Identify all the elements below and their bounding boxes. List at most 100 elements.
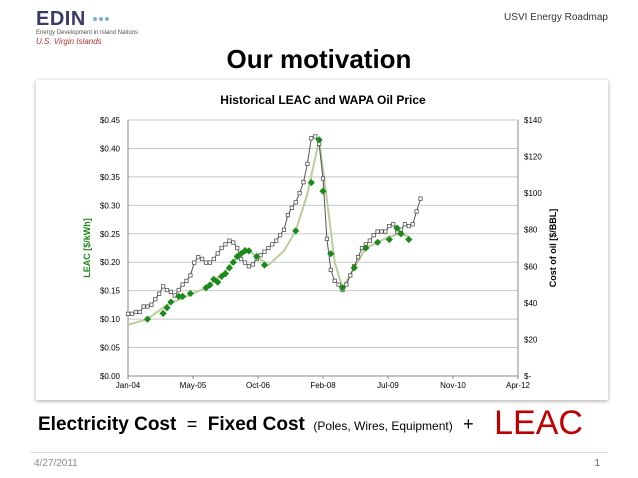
page-number: 1 xyxy=(594,458,600,469)
x-tick-label: Feb-08 xyxy=(310,381,336,390)
oil-price-point xyxy=(301,180,306,185)
oil-price-point xyxy=(320,176,326,181)
oil-price-point xyxy=(125,311,131,316)
y-tick-label: $0.05 xyxy=(100,344,121,353)
oil-price-point xyxy=(153,297,158,302)
formula-leac: LEAC xyxy=(494,404,583,442)
chart: Historical LEAC and WAPA Oil Price $0.00 $… xyxy=(82,93,558,390)
leac-point xyxy=(206,281,214,289)
leac-point xyxy=(241,247,249,255)
leac-point xyxy=(319,187,327,195)
leac-point xyxy=(292,227,300,235)
oil-price-point xyxy=(196,255,201,260)
oil-price-point xyxy=(149,302,154,307)
oil-price-point xyxy=(375,229,380,234)
leac-point xyxy=(385,235,393,244)
oil-price-point xyxy=(289,205,294,210)
leac-point xyxy=(405,235,413,244)
footer-divider xyxy=(30,452,608,453)
leac-point xyxy=(393,224,401,232)
oil-price-point xyxy=(211,256,216,262)
y-tick-label: $0.10 xyxy=(100,315,121,324)
oil-price-point xyxy=(164,287,170,293)
oil-price-point xyxy=(274,238,279,243)
oil-price-point xyxy=(235,245,240,251)
edin-logo: EDIN Energy Development in Island Nation… xyxy=(36,8,138,46)
slide-title: Our motivation xyxy=(226,44,412,74)
oil-price-point xyxy=(238,256,244,262)
formula: Electricity Cost = Fixed Cost (Poles, Wi… xyxy=(38,404,583,443)
y-tick-label: $0.20 xyxy=(100,258,121,267)
leac-point xyxy=(397,230,405,238)
leac-point xyxy=(307,178,315,187)
oil-price-point xyxy=(231,240,236,245)
y2-tick-label: $80 xyxy=(524,226,538,235)
oil-price-point xyxy=(161,284,166,289)
leac-point xyxy=(143,315,152,323)
oil-price-point xyxy=(324,236,330,241)
formula-electricity-cost: Electricity Cost xyxy=(38,414,177,435)
oil-price-point xyxy=(188,273,193,278)
oil-price-point xyxy=(184,278,189,284)
oil-price-point xyxy=(379,229,384,234)
x-tick-label: Jan-04 xyxy=(116,381,141,390)
oil-price-point xyxy=(145,304,150,309)
oil-price-point xyxy=(336,282,341,287)
oil-price-point xyxy=(285,212,290,218)
oil-price-point xyxy=(328,267,333,273)
oil-price-point xyxy=(137,309,142,315)
oil-price-point xyxy=(207,260,212,265)
oil-price-point xyxy=(332,278,337,284)
leac-point xyxy=(186,289,194,298)
chart-panel xyxy=(36,80,608,400)
leac-point xyxy=(159,309,167,318)
oil-price-point xyxy=(246,264,251,269)
y-tick-label: $0.45 xyxy=(100,116,121,125)
oil-price-point xyxy=(266,245,271,251)
oil-price-point xyxy=(293,200,298,205)
oil-price-line xyxy=(128,135,421,315)
y2-tick-label: $20 xyxy=(524,335,538,344)
oil-price-point xyxy=(223,242,228,247)
formula-fixed-cost: Fixed Cost xyxy=(207,414,305,435)
leac-point xyxy=(260,261,269,269)
oil-price-point xyxy=(348,273,353,278)
y2-tick-label: $100 xyxy=(524,189,542,198)
leac-point xyxy=(167,298,175,306)
y-tick-label: $0.30 xyxy=(100,201,121,210)
y2-tick-label: $120 xyxy=(524,153,542,162)
oil-price-point xyxy=(344,282,349,287)
x-tick-label: May-05 xyxy=(180,381,207,390)
oil-price-point xyxy=(129,311,134,316)
y2-axis-label: Cost of oil [$/BBL] xyxy=(548,209,558,288)
x-tick-label: Apr-12 xyxy=(506,381,531,390)
x-tick-label: Oct-06 xyxy=(246,381,271,390)
oil-price-point xyxy=(219,245,224,251)
oil-price-point xyxy=(141,304,146,309)
oil-price-point xyxy=(250,262,255,267)
y-axis-label: LEAC [$/kWh] xyxy=(82,218,92,278)
y2-tick-label: $140 xyxy=(524,116,542,125)
oil-price-point xyxy=(277,233,283,238)
oil-price-point xyxy=(383,229,388,234)
slide-date: 4/27/2011 xyxy=(34,458,78,469)
leac-point xyxy=(163,304,171,312)
oil-price-point xyxy=(410,222,415,227)
oil-price-point xyxy=(199,256,205,262)
leac-point xyxy=(245,247,253,255)
y-tick-label: $0.00 xyxy=(100,372,121,381)
logo-region: U.S. Virgin Islands xyxy=(36,37,102,46)
oil-price-point xyxy=(418,196,423,201)
oil-price-point xyxy=(227,238,232,243)
logo-subtitle: Energy Development in Island Nations xyxy=(36,30,139,36)
y2-tick-label: $- xyxy=(524,372,531,381)
leac-point xyxy=(315,136,323,144)
formula-plus: + xyxy=(463,414,474,434)
oil-price-point xyxy=(180,282,185,287)
y2-tick-label: $60 xyxy=(524,262,538,271)
oil-price-point xyxy=(215,251,220,256)
oil-price-point xyxy=(402,222,408,227)
oil-price-point xyxy=(297,191,302,196)
logo-dots-icon xyxy=(92,8,110,26)
y-tick-label: $0.25 xyxy=(100,230,121,239)
